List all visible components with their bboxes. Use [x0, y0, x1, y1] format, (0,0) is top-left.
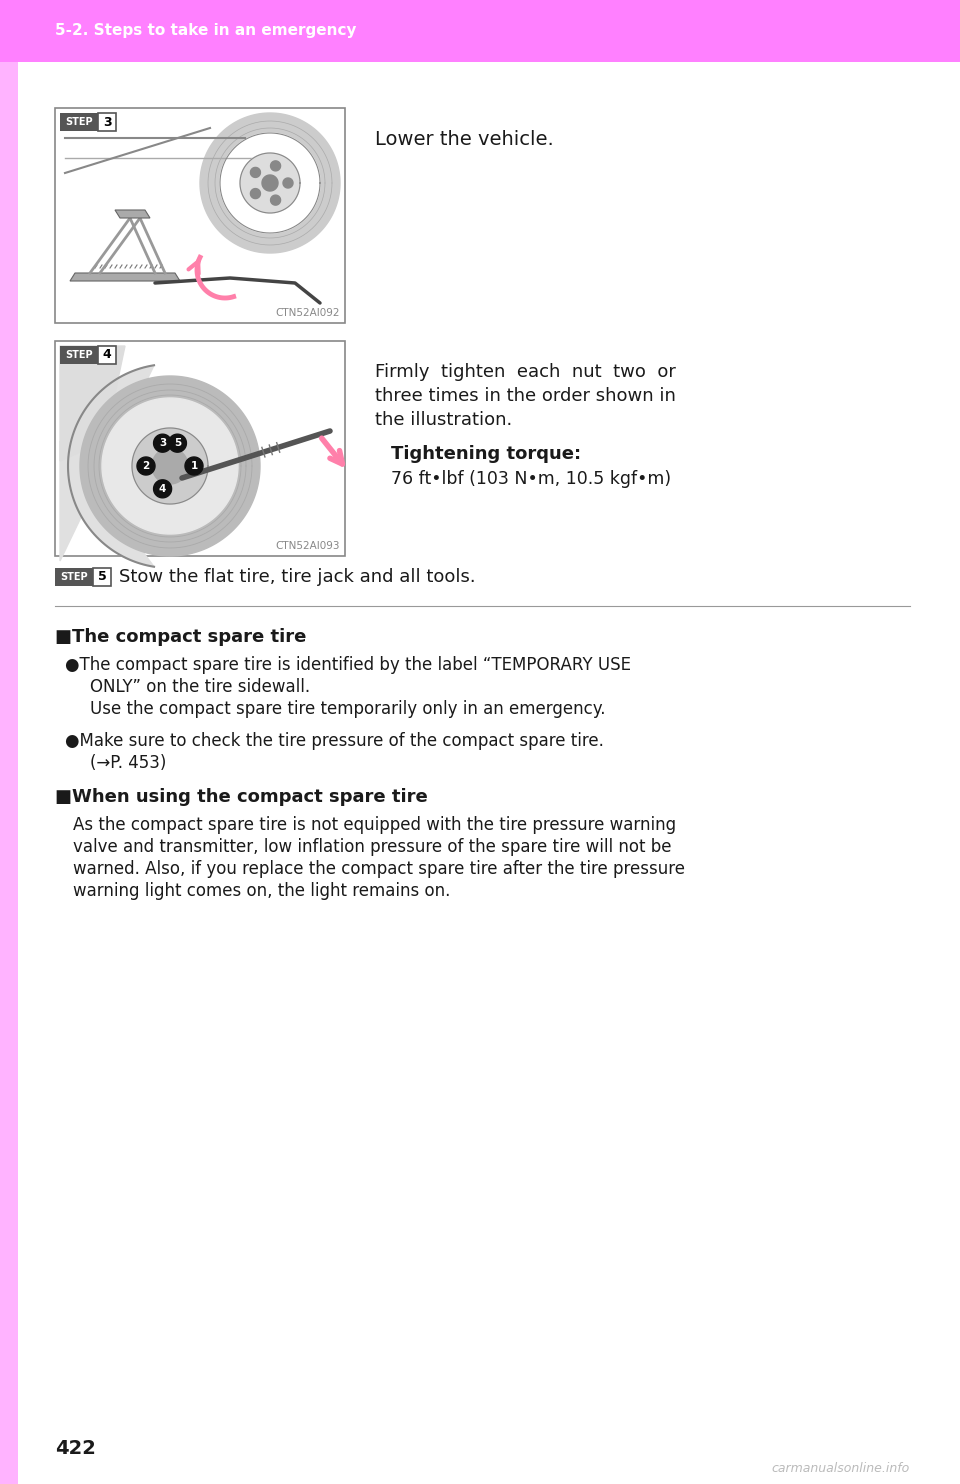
Text: 5: 5 [98, 570, 107, 583]
Bar [55, 108, 345, 324]
Polygon shape [271, 194, 280, 205]
Polygon shape [154, 479, 172, 497]
Polygon shape [70, 273, 180, 280]
Bar [0, 62, 18, 1484]
Bar [98, 113, 116, 131]
Polygon shape [132, 427, 208, 505]
Text: carmanualsonline.info: carmanualsonline.info [772, 1462, 910, 1475]
Text: ■When using the compact spare tire: ■When using the compact spare tire [55, 788, 428, 806]
Text: 5: 5 [174, 438, 181, 448]
Polygon shape [240, 153, 300, 214]
Bar [55, 568, 93, 586]
Polygon shape [271, 160, 280, 171]
Text: 2: 2 [142, 462, 150, 470]
Text: 4: 4 [159, 484, 166, 494]
Text: ●Make sure to check the tire pressure of the compact spare tire.: ●Make sure to check the tire pressure of… [65, 732, 604, 749]
Polygon shape [154, 435, 172, 453]
Text: Lower the vehicle.: Lower the vehicle. [375, 131, 554, 148]
Text: STEP: STEP [65, 117, 93, 128]
Polygon shape [115, 211, 150, 218]
Text: 3: 3 [159, 438, 166, 448]
Polygon shape [152, 448, 188, 484]
Text: valve and transmitter, low inflation pressure of the spare tire will not be: valve and transmitter, low inflation pre… [73, 838, 671, 856]
Text: STEP: STEP [60, 571, 87, 582]
Text: CTN52AI092: CTN52AI092 [276, 309, 340, 318]
Polygon shape [168, 435, 186, 453]
Polygon shape [137, 457, 155, 475]
Text: Firmly  tighten  each  nut  two  or: Firmly tighten each nut two or [375, 364, 676, 381]
Text: Stow the flat tire, tire jack and all tools.: Stow the flat tire, tire jack and all to… [119, 568, 475, 586]
Text: Use the compact spare tire temporarily only in an emergency.: Use the compact spare tire temporarily o… [90, 700, 606, 718]
Bar [55, 341, 345, 556]
Text: 76 ft•lbf (103 N•m, 10.5 kgf•m): 76 ft•lbf (103 N•m, 10.5 kgf•m) [391, 470, 671, 488]
Bar [98, 346, 116, 364]
Text: 4: 4 [103, 349, 111, 362]
Polygon shape [185, 457, 203, 475]
Text: warned. Also, if you replace the compact spare tire after the tire pressure: warned. Also, if you replace the compact… [73, 861, 685, 879]
Bar [60, 346, 98, 364]
Polygon shape [251, 188, 260, 199]
Polygon shape [200, 113, 340, 252]
Polygon shape [220, 134, 320, 233]
Bar [0, 0, 960, 62]
Text: STEP: STEP [65, 350, 93, 361]
Polygon shape [102, 398, 238, 534]
Polygon shape [283, 178, 293, 188]
Text: ●The compact spare tire is identified by the label “TEMPORARY USE: ●The compact spare tire is identified by… [65, 656, 631, 674]
Text: (→P. 453): (→P. 453) [90, 754, 166, 772]
Text: 5-2. Steps to take in an emergency: 5-2. Steps to take in an emergency [55, 24, 356, 39]
Text: ONLY” on the tire sidewall.: ONLY” on the tire sidewall. [90, 678, 310, 696]
Text: CTN52AI093: CTN52AI093 [276, 542, 340, 551]
Text: warning light comes on, the light remains on.: warning light comes on, the light remain… [73, 881, 450, 899]
Text: Tightening torque:: Tightening torque: [391, 445, 581, 463]
Text: three times in the order shown in: three times in the order shown in [375, 387, 676, 405]
Polygon shape [60, 365, 154, 567]
Polygon shape [251, 168, 260, 178]
Text: As the compact spare tire is not equipped with the tire pressure warning: As the compact spare tire is not equippe… [73, 816, 676, 834]
Text: 3: 3 [103, 116, 111, 129]
Text: 422: 422 [55, 1439, 96, 1457]
Bar [60, 113, 98, 131]
Polygon shape [60, 346, 125, 462]
Polygon shape [262, 175, 278, 191]
Bar [93, 568, 111, 586]
Text: ■The compact spare tire: ■The compact spare tire [55, 628, 306, 646]
Text: the illustration.: the illustration. [375, 411, 513, 429]
Text: 1: 1 [190, 462, 198, 470]
Polygon shape [80, 375, 260, 556]
